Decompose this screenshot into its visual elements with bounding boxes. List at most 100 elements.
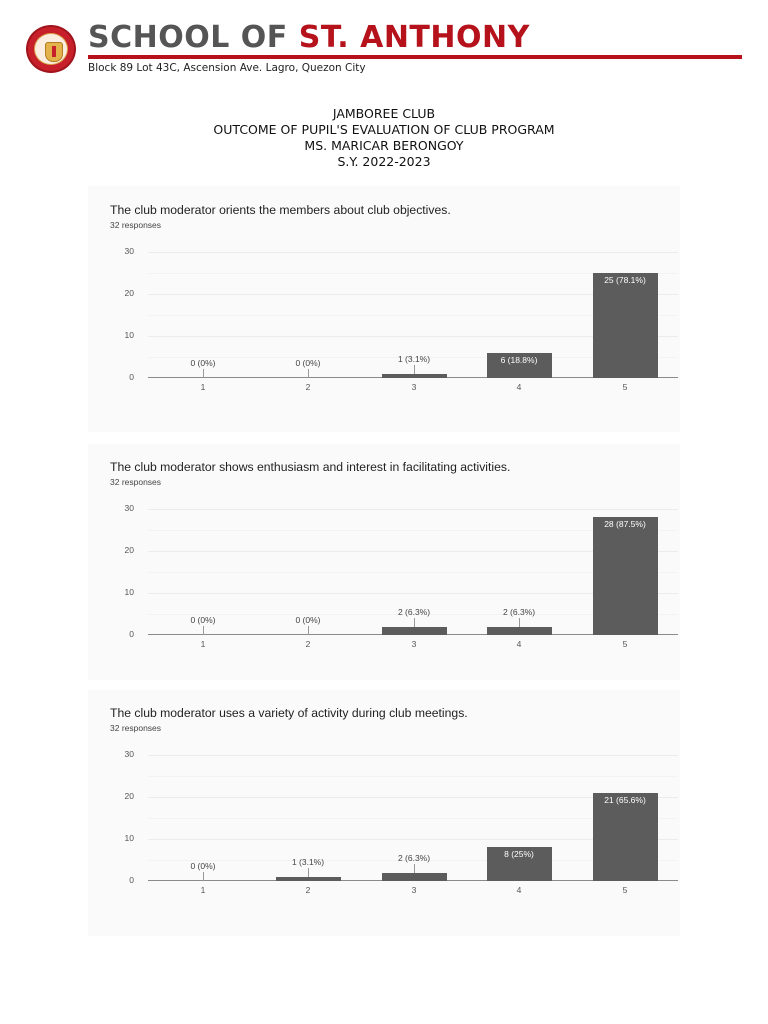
- y-axis-tick-label: 20: [124, 545, 134, 555]
- question-title: The club moderator orients the members a…: [110, 203, 451, 217]
- bar-3: [382, 626, 447, 635]
- club-name: JAMBOREE CLUB: [332, 106, 436, 121]
- gridline: [148, 839, 678, 840]
- bar-value-label: 25 (78.1%): [604, 275, 646, 285]
- gridline: [148, 776, 678, 777]
- school-address: Block 89 Lot 43C, Ascension Ave. Lagro, …: [88, 62, 366, 74]
- x-axis-tick-label: 3: [411, 639, 417, 649]
- bar-value-label: 2 (6.3%): [397, 606, 431, 617]
- chart-panel-1: The club moderator orients the members a…: [88, 186, 680, 432]
- header-divider: [88, 55, 742, 59]
- school-name: SCHOOL OF ST. ANTHONY: [88, 20, 530, 55]
- bar-value-label: 28 (87.5%): [604, 519, 646, 530]
- bar-value-label: 6 (18.8%): [500, 354, 538, 365]
- label-leader-line: [519, 617, 520, 627]
- moderator-name: MS. MARICAR BERONGOY: [304, 138, 464, 153]
- gridline: [148, 509, 678, 510]
- y-axis-tick-label: 0: [129, 629, 134, 639]
- response-count: 32 responses: [110, 723, 162, 733]
- document-title-block: JAMBOREE CLUB OUTCOME OF PUPIL'S EVALUAT…: [0, 106, 768, 170]
- label-leader-line: [203, 369, 204, 378]
- gridline: [148, 797, 678, 798]
- x-axis-tick-label: 3: [411, 885, 417, 895]
- bar-value-label: 0 (0%): [190, 615, 216, 625]
- question-title: The club moderator shows enthusiasm and …: [110, 460, 511, 474]
- bar-3: [382, 872, 447, 881]
- bar-value-label: 2 (6.3%): [502, 606, 536, 617]
- bar-value-label: 8 (25%): [504, 849, 534, 860]
- bar-4: [487, 352, 552, 378]
- bar-value-label: 21 (65.6%): [604, 794, 646, 805]
- gridline: [148, 755, 678, 756]
- plot-area: 0 (0%) 0 (0%) 1 (3.1%) 6 (18.8%) 25 (78.1%): [148, 252, 678, 378]
- x-axis-tick-label: 1: [200, 639, 206, 649]
- y-axis-tick-label: 10: [124, 330, 134, 340]
- x-axis-tick-label: 3: [411, 382, 417, 392]
- label-leader-line: [203, 626, 204, 635]
- bar-value-label: 0 (0%): [190, 358, 216, 368]
- bar-value-label: 0 (0%): [295, 615, 321, 625]
- chart-panel-2: The club moderator shows enthusiasm and …: [88, 444, 680, 680]
- gridline: [148, 252, 678, 253]
- x-axis-tick-label: 5: [622, 382, 628, 392]
- x-axis-tick-label: 2: [305, 639, 311, 649]
- y-axis-tick-label: 0: [129, 372, 134, 382]
- bar-value-label: 0 (0%): [190, 861, 216, 871]
- bar-3: [382, 373, 447, 378]
- report-title: OUTCOME OF PUPIL'S EVALUATION OF CLUB PR…: [213, 122, 555, 137]
- gridline: [148, 614, 678, 615]
- gridline: [148, 315, 678, 316]
- label-leader-line: [308, 626, 309, 635]
- y-axis-tick-label: 30: [124, 503, 134, 513]
- gridline: [148, 551, 678, 552]
- letterhead: SCHOOL OF ST. ANTHONY Block 89 Lot 43C, …: [0, 0, 768, 90]
- bar-5: [593, 273, 658, 378]
- label-leader-line: [414, 364, 415, 374]
- x-axis-tick-label: 1: [200, 382, 206, 392]
- response-count: 32 responses: [110, 477, 162, 487]
- gridline: [148, 530, 678, 531]
- gridline: [148, 357, 678, 358]
- y-axis-tick-label: 30: [124, 749, 134, 759]
- gridline: [148, 818, 678, 819]
- bar-value-label: 1 (3.1%): [397, 353, 431, 364]
- gridline: [148, 294, 678, 295]
- y-axis-tick-label: 10: [124, 587, 134, 597]
- bar-4: [487, 626, 552, 635]
- label-leader-line: [308, 867, 309, 877]
- label-leader-line: [203, 872, 204, 881]
- label-leader-line: [414, 617, 415, 627]
- response-count: 32 responses: [110, 220, 162, 230]
- bar-5: [593, 792, 658, 881]
- bar-2: [276, 876, 341, 881]
- y-axis-tick-label: 20: [124, 288, 134, 298]
- x-axis-tick-label: 5: [622, 885, 628, 895]
- chart-panel-3: The club moderator uses a variety of act…: [88, 690, 680, 936]
- x-axis-tick-label: 5: [622, 639, 628, 649]
- x-axis-tick-label: 4: [516, 382, 522, 392]
- x-axis-tick-label: 2: [305, 885, 311, 895]
- x-axis-tick-label: 4: [516, 885, 522, 895]
- label-leader-line: [308, 369, 309, 378]
- bar-value-label: 0 (0%): [295, 358, 321, 368]
- y-axis-tick-label: 0: [129, 875, 134, 885]
- y-axis-tick-label: 30: [124, 246, 134, 256]
- gridline: [148, 593, 678, 594]
- gridline: [148, 336, 678, 337]
- gridline: [148, 860, 678, 861]
- y-axis-tick-label: 20: [124, 791, 134, 801]
- bar-value-label: 1 (3.1%): [291, 856, 325, 867]
- plot-area: 0 (0%) 1 (3.1%) 2 (6.3%) 8 (25%) 21 (65.6%): [148, 755, 678, 881]
- school-year: S.Y. 2022-2023: [337, 154, 431, 169]
- gridline: [148, 572, 678, 573]
- label-leader-line: [414, 863, 415, 873]
- gridline: [148, 273, 678, 274]
- y-axis-tick-label: 10: [124, 833, 134, 843]
- question-title: The club moderator uses a variety of act…: [110, 706, 468, 720]
- bar-5: [593, 517, 658, 635]
- plot-area: 0 (0%) 0 (0%) 2 (6.3%) 2 (6.3%) 28 (87.5%): [148, 509, 678, 635]
- bar-value-label: 2 (6.3%): [397, 852, 431, 863]
- school-seal-icon: [26, 25, 76, 73]
- bar-4: [487, 847, 552, 881]
- x-axis-tick-label: 1: [200, 885, 206, 895]
